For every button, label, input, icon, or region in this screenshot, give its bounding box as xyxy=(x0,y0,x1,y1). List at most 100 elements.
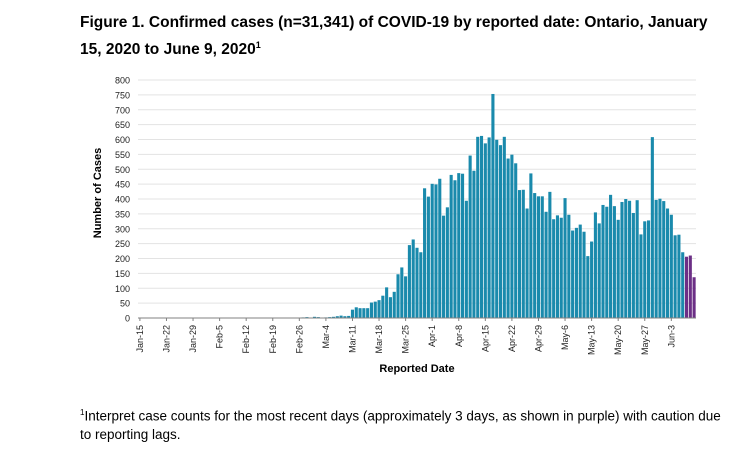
bar xyxy=(525,208,529,318)
bar xyxy=(472,170,476,318)
bar xyxy=(404,276,408,318)
bar xyxy=(559,217,563,318)
bar xyxy=(442,215,446,318)
y-tick-label: 0 xyxy=(125,314,130,324)
bar-recent xyxy=(692,277,696,318)
x-tick-label: Apr-22 xyxy=(507,325,517,352)
y-tick-label: 800 xyxy=(115,76,130,86)
bar-recent xyxy=(688,255,692,319)
bar xyxy=(590,241,594,318)
figure-title-sup: 1 xyxy=(255,40,261,50)
bar xyxy=(506,158,510,318)
x-tick-label: Feb-19 xyxy=(268,325,278,354)
y-tick-labels: 0 50 100 150 200 250 300 350 400 450 500 550 600 650 7… xyxy=(115,76,130,324)
bar xyxy=(445,207,449,318)
bar xyxy=(631,212,635,318)
x-tick-label: May-27 xyxy=(640,325,650,355)
bar xyxy=(498,145,503,318)
footnote: 1Interpret case counts for the most rece… xyxy=(80,404,730,444)
bar xyxy=(411,239,415,318)
bar xyxy=(662,201,666,318)
x-tick-label: Mar-4 xyxy=(321,325,331,349)
bar xyxy=(358,308,362,318)
y-tick-label: 200 xyxy=(115,254,130,264)
bars xyxy=(172,93,696,319)
bar xyxy=(400,267,404,318)
bar xyxy=(502,136,506,318)
bar xyxy=(563,198,567,318)
x-tick-label: Apr-15 xyxy=(480,325,490,352)
bar xyxy=(635,200,639,318)
bar xyxy=(339,315,343,318)
bar xyxy=(548,191,552,318)
x-tick-label: Jan-29 xyxy=(188,325,198,353)
bar xyxy=(350,309,355,318)
x-tick-label: Apr-1 xyxy=(427,325,437,347)
x-tick-label: May-6 xyxy=(560,325,570,350)
bar xyxy=(479,135,484,318)
bar xyxy=(578,224,582,318)
bar xyxy=(430,183,434,318)
bar xyxy=(601,204,605,318)
bar-recent xyxy=(684,256,689,318)
bar xyxy=(419,252,423,318)
bar xyxy=(620,201,624,318)
x-tick-label: Jan-22 xyxy=(161,325,171,353)
bar xyxy=(381,295,385,318)
bar xyxy=(423,188,427,318)
x-tick-label: Feb-12 xyxy=(241,325,251,354)
y-tick-label: 500 xyxy=(115,165,130,175)
bar xyxy=(426,196,430,318)
bar xyxy=(544,211,548,318)
figure-title: Figure 1. Confirmed cases (n=31,341) of … xyxy=(80,12,720,61)
x-tick-labels: Jan-15 Jan-22 Jan-29 Feb-5 Feb-12 Feb-19 Feb-2… xyxy=(135,318,676,355)
bar xyxy=(377,300,381,318)
x-axis-label: Reported Date xyxy=(379,363,454,375)
bar xyxy=(593,212,597,318)
y-tick-label: 250 xyxy=(115,239,130,249)
bar xyxy=(567,214,571,318)
bar xyxy=(616,219,620,318)
bar xyxy=(388,297,392,318)
y-tick-label: 350 xyxy=(115,209,130,219)
x-tick-label: Mar-25 xyxy=(401,325,411,354)
bar xyxy=(586,256,590,318)
bar xyxy=(491,93,495,318)
bar xyxy=(650,137,654,318)
bar xyxy=(517,190,522,318)
x-tick-label: Jun-3 xyxy=(666,325,676,348)
y-tick-label: 550 xyxy=(115,150,130,160)
bar xyxy=(647,220,651,318)
x-tick-label: Apr-8 xyxy=(454,325,464,347)
bar xyxy=(529,173,533,318)
x-tick-label: Feb-5 xyxy=(215,325,225,349)
y-tick-label: 450 xyxy=(115,180,130,190)
bar xyxy=(407,245,411,318)
footnote-sup: 1 xyxy=(80,408,85,417)
y-tick-label: 400 xyxy=(115,195,130,205)
bar xyxy=(366,308,370,318)
bar xyxy=(654,199,658,318)
bar xyxy=(461,173,465,318)
bar xyxy=(312,316,317,318)
bar xyxy=(628,200,632,318)
figure-title-text: Figure 1. Confirmed cases (n=31,341) of … xyxy=(80,14,708,59)
x-tick-label: Apr-29 xyxy=(533,325,543,352)
bar xyxy=(658,198,662,318)
y-tick-label: 750 xyxy=(115,90,130,100)
y-tick-label: 300 xyxy=(115,224,130,234)
bar xyxy=(677,234,681,318)
bar xyxy=(609,194,613,318)
bar xyxy=(540,196,544,318)
bar xyxy=(571,230,575,318)
x-tick-label: May-20 xyxy=(613,325,623,355)
bar xyxy=(331,316,336,318)
bar xyxy=(673,235,677,318)
bar xyxy=(639,234,643,318)
bar xyxy=(415,247,419,318)
bar xyxy=(533,193,537,318)
x-tick-label: Mar-18 xyxy=(374,325,384,354)
bar xyxy=(385,287,389,318)
bar xyxy=(574,227,578,318)
bar xyxy=(483,143,487,318)
